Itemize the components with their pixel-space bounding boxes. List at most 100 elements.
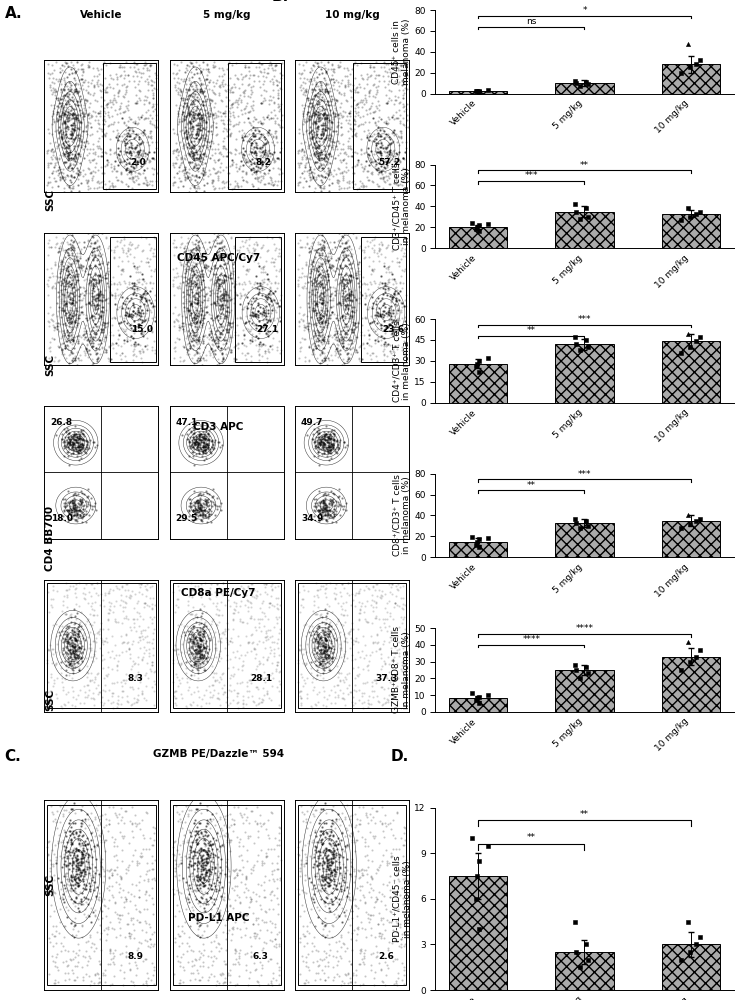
- Point: [96, 689, 108, 705]
- Point: [356, 685, 368, 701]
- Point: [67, 578, 79, 594]
- Point: [60, 667, 72, 683]
- Point: [331, 861, 343, 877]
- Point: [222, 965, 234, 981]
- Point: [247, 144, 259, 160]
- Point: [310, 491, 322, 507]
- Point: [340, 265, 352, 281]
- Point: [79, 444, 91, 460]
- Point: [329, 320, 341, 336]
- Point: [319, 352, 331, 368]
- Point: [304, 258, 316, 274]
- Point: [90, 889, 102, 905]
- Point: [345, 321, 357, 337]
- Point: [92, 133, 104, 149]
- Point: [113, 806, 125, 822]
- Point: [323, 632, 335, 648]
- Point: [73, 639, 84, 655]
- Point: [66, 634, 78, 650]
- Point: [336, 357, 348, 373]
- Point: [314, 155, 326, 171]
- Point: [301, 173, 313, 189]
- Point: [112, 172, 124, 188]
- Point: [48, 62, 60, 78]
- Point: [80, 310, 92, 326]
- Point: [66, 295, 78, 311]
- Point: [56, 300, 68, 316]
- Point: [341, 346, 353, 362]
- Point: [248, 73, 260, 89]
- Point: [271, 342, 283, 358]
- Point: [75, 492, 87, 508]
- Point: [324, 903, 336, 919]
- Point: [98, 92, 110, 108]
- Point: [259, 288, 270, 304]
- Point: [375, 961, 387, 977]
- Point: [253, 153, 265, 169]
- Point: [45, 669, 57, 685]
- Point: [201, 329, 213, 345]
- Point: [61, 323, 73, 339]
- Point: [216, 274, 227, 290]
- Point: [305, 698, 317, 714]
- Point: [191, 110, 203, 126]
- Point: [258, 312, 270, 328]
- Point: [320, 282, 332, 298]
- Point: [320, 63, 332, 79]
- Point: [397, 578, 409, 594]
- Point: [311, 645, 323, 661]
- Point: [147, 96, 159, 112]
- Point: [308, 104, 320, 120]
- Point: [134, 294, 146, 310]
- Point: [359, 834, 370, 850]
- Point: [125, 320, 137, 336]
- Point: [367, 253, 379, 269]
- Point: [194, 440, 206, 456]
- Point: [240, 628, 252, 644]
- Point: [220, 942, 232, 958]
- Point: [130, 337, 142, 353]
- Point: [182, 323, 194, 339]
- Point: [76, 885, 87, 901]
- Point: [60, 639, 72, 655]
- Point: [225, 342, 237, 358]
- Point: [205, 72, 216, 88]
- Point: [124, 308, 136, 324]
- Text: **: **: [527, 833, 536, 842]
- Point: [127, 303, 139, 319]
- Point: [77, 64, 89, 80]
- Point: [127, 123, 139, 139]
- Point: [233, 948, 245, 964]
- Point: [187, 267, 199, 283]
- Point: [300, 84, 312, 100]
- Point: [259, 293, 271, 309]
- Point: [309, 433, 321, 449]
- Point: [76, 653, 87, 669]
- Bar: [555, 344, 614, 403]
- Point: [370, 293, 382, 309]
- Point: [182, 251, 194, 267]
- Point: [68, 82, 80, 98]
- Point: [64, 144, 76, 160]
- Point: [253, 633, 265, 649]
- Point: [193, 150, 205, 166]
- Point: [301, 268, 313, 284]
- Point: [82, 178, 94, 194]
- Point: [59, 148, 70, 164]
- Point: [65, 256, 77, 272]
- Point: [328, 846, 339, 862]
- Point: [71, 253, 83, 269]
- Point: [62, 107, 73, 123]
- Point: [70, 487, 82, 503]
- Point: [322, 629, 334, 645]
- Point: [339, 258, 351, 274]
- Point: [130, 264, 142, 280]
- Point: [192, 670, 204, 686]
- Point: [316, 353, 328, 369]
- Point: [211, 126, 223, 142]
- Point: [73, 299, 85, 315]
- Point: [216, 437, 228, 453]
- Point: [194, 350, 206, 366]
- Point: [194, 876, 206, 892]
- Point: [343, 626, 355, 642]
